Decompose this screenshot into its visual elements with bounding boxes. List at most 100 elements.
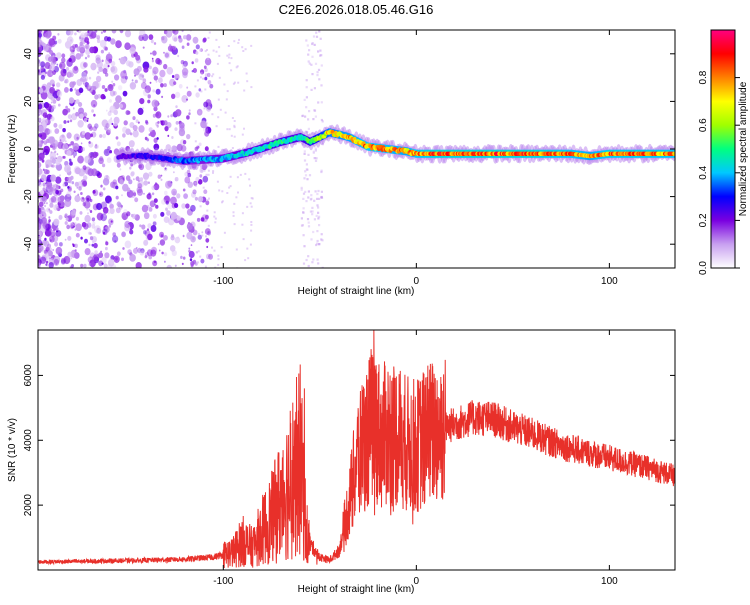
heatmap-noise-cell — [62, 128, 66, 133]
heatmap-noise-cell — [192, 189, 197, 195]
heatmap-noise-cell — [56, 153, 59, 156]
heatmap-noise-cell — [67, 235, 72, 241]
heatmap-noise-cell — [122, 90, 128, 97]
heatmap-noise-cell — [311, 210, 314, 213]
heatmap-noise-cell — [119, 56, 127, 65]
heatmap-noise-cell — [87, 117, 89, 120]
heatmap-noise-cell — [152, 113, 156, 118]
heatmap-noise-cell — [90, 62, 97, 71]
heatmap-noise-cell — [64, 221, 68, 225]
heatmap-noise-cell — [112, 179, 118, 185]
heatmap-noise-cell — [172, 191, 176, 196]
heatmap-noise-cell — [163, 63, 168, 70]
heatmap-noise-cell — [153, 106, 158, 112]
heatmap-noise-cell — [190, 235, 196, 243]
heatmap-noise-cell — [169, 245, 176, 252]
heatmap-noise-cell — [187, 181, 193, 188]
heatmap-noise-cell — [316, 242, 319, 245]
heatmap-noise-cell — [100, 93, 106, 100]
heatmap-noise-cell — [44, 204, 47, 208]
heatmap-noise-cell — [115, 136, 119, 140]
heatmap-noise-cell — [64, 198, 72, 208]
heatmap-noise-cell — [129, 229, 134, 235]
heatmap-noise-cell — [301, 114, 304, 118]
heatmap-noise-cell — [207, 53, 210, 56]
heatmap-noise-cell — [159, 231, 165, 238]
heatmap-noise-cell — [69, 161, 73, 166]
heatmap-noise-cell — [175, 109, 182, 117]
heatmap-noise-cell — [115, 185, 119, 190]
heatmap-noise-cell — [173, 37, 178, 42]
heatmap-noise-cell — [199, 48, 202, 52]
heatmap-noise-cell — [55, 157, 57, 160]
heatmap-noise-cell — [233, 126, 236, 129]
heatmap-noise-cell — [195, 92, 200, 98]
heatmap-noise-cell — [61, 53, 66, 58]
heatmap-noise-cell — [70, 175, 74, 180]
heatmap-noise-cell — [83, 175, 88, 181]
heatmap-noise-cell — [50, 116, 55, 122]
heatmap-noise-cell — [143, 212, 150, 220]
heatmap-noise-cell — [307, 60, 310, 63]
heatmap-noise-cell — [131, 79, 134, 82]
heatmap-noise-cell — [108, 258, 115, 267]
heatmap-noise-cell — [198, 196, 204, 203]
heatmap-noise-cell — [96, 227, 102, 234]
heatmap-noise-cell — [52, 195, 59, 204]
heatmap-noise-cell — [43, 169, 49, 175]
heatmap-noise-cell — [218, 46, 221, 49]
heatmap-noise-cell — [200, 120, 207, 129]
heatmap-noise-cell — [315, 157, 318, 160]
heatmap-noise-cell — [110, 117, 113, 120]
heatmap-noise-cell — [311, 206, 314, 209]
heatmap-noise-cell — [203, 101, 209, 108]
heatmap-noise-cell — [151, 185, 156, 191]
heatmap-noise-cell — [181, 45, 185, 49]
heatmap-noise-cell — [305, 39, 308, 42]
heatmap-noise-cell — [93, 113, 96, 117]
heatmap-noise-cell — [305, 86, 308, 89]
heatmap-noise-cell — [320, 190, 323, 193]
heatmap-noise-cell — [85, 45, 88, 49]
heatmap-noise-cell — [167, 115, 170, 118]
heatmap-noise-cell — [204, 88, 207, 91]
heatmap-noise-cell — [214, 221, 217, 224]
heatmap-noise-cell — [172, 34, 178, 42]
heatmap-noise-cell — [174, 236, 181, 244]
heatmap-noise-cell — [307, 264, 310, 268]
heatmap-noise-cell — [96, 38, 101, 44]
heatmap-noise-cell — [312, 118, 315, 121]
heatmap-noise-cell — [194, 146, 199, 151]
heatmap-noise-cell — [303, 150, 306, 153]
heatmap-noise-cell — [88, 263, 91, 266]
heatmap-noise-cell — [300, 188, 303, 191]
heatmap-noise-cell — [100, 250, 103, 253]
heatmap-noise-cell — [52, 104, 56, 110]
heatmap-noise-cell — [305, 163, 308, 166]
heatmap-noise-cell — [38, 125, 45, 133]
heatmap-noise-cell — [226, 54, 229, 57]
heatmap-noise-cell — [38, 108, 43, 115]
heatmap-noise-cell — [62, 108, 68, 116]
heatmap-noise-cell — [194, 58, 199, 63]
heatmap-noise-cell — [176, 78, 179, 81]
heatmap-noise-cell — [311, 261, 314, 264]
heatmap-noise-cell — [134, 79, 138, 84]
heatmap-noise-cell — [138, 163, 145, 171]
heatmap-noise-cell — [186, 42, 190, 46]
heatmap-noise-cell — [305, 79, 308, 82]
heatmap-noise-cell — [316, 74, 319, 77]
heatmap-noise-cell — [205, 122, 208, 125]
heatmap-noise-cell — [38, 152, 45, 160]
heatmap-noise-cell — [150, 39, 154, 44]
heatmap-noise-cell — [121, 231, 126, 237]
heatmap-noise-cell — [74, 88, 77, 91]
heatmap-noise-cell — [134, 74, 136, 77]
heatmap-noise-cell — [160, 234, 164, 238]
heatmap-noise-cell — [306, 218, 310, 221]
heatmap-noise-cell — [56, 52, 62, 59]
heatmap-noise-cell — [202, 175, 209, 183]
heatmap-noise-cell — [94, 123, 99, 129]
heatmap-noise-cell — [113, 91, 117, 96]
heatmap-noise-cell — [45, 139, 48, 143]
